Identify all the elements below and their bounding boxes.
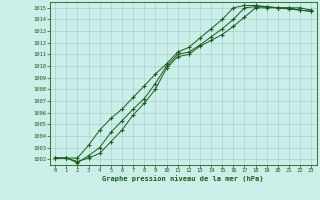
X-axis label: Graphe pression niveau de la mer (hPa): Graphe pression niveau de la mer (hPa) <box>102 175 264 182</box>
